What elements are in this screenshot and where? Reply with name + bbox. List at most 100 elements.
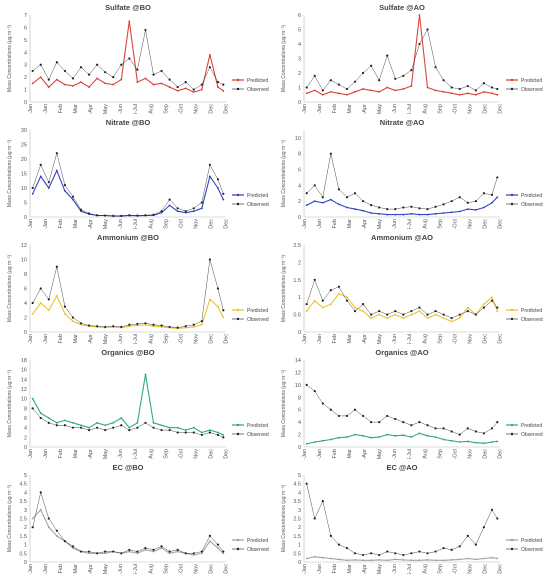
- legend-marker-observed: [236, 87, 240, 91]
- data-point-predicted: [47, 309, 50, 312]
- data-point-observed: [337, 543, 341, 546]
- data-point-observed: [434, 550, 437, 553]
- data-point-observed: [184, 431, 187, 434]
- series-line-observed: [32, 259, 224, 328]
- data-point-predicted: [39, 412, 42, 415]
- data-point-observed: [222, 83, 225, 86]
- data-point-observed: [482, 82, 485, 85]
- y-tick-label: 1.5: [293, 534, 301, 540]
- data-point-predicted: [192, 91, 195, 93]
- data-point-observed: [442, 546, 445, 550]
- data-point-observed: [79, 550, 83, 553]
- data-point-observed: [128, 323, 131, 326]
- data-point-predicted: [418, 14, 421, 16]
- data-point-predicted: [176, 550, 179, 553]
- y-tick-label: 0: [298, 560, 301, 566]
- data-point-observed: [490, 508, 494, 511]
- data-point-observed: [402, 206, 405, 209]
- data-point-observed: [160, 545, 163, 548]
- chart-panel-organics-bo: Organics @BO Mass Concentrations (μg m⁻³)…: [4, 347, 274, 459]
- data-point-predicted: [313, 299, 316, 302]
- data-point-observed: [184, 81, 187, 84]
- legend-marker-observed: [510, 87, 514, 91]
- data-point-observed: [361, 71, 365, 75]
- data-point-predicted: [496, 440, 499, 443]
- y-axis-label: Mass Concentrations (μg m⁻³): [7, 255, 13, 323]
- legend-marker-predicted: [236, 78, 240, 82]
- data-point-observed: [47, 517, 50, 520]
- y-tick-label: 2: [298, 433, 301, 439]
- data-point-predicted: [370, 212, 373, 214]
- data-point-observed: [370, 204, 373, 207]
- data-point-predicted: [474, 558, 477, 561]
- data-point-observed: [208, 534, 211, 537]
- data-point-observed: [31, 407, 34, 410]
- data-point-observed: [329, 408, 332, 411]
- x-tick-label: 21-May: [103, 449, 109, 459]
- y-axis-label: Mass Concentrations (μg m⁻³): [281, 370, 287, 438]
- data-point-predicted: [458, 93, 461, 96]
- x-tick-label: 3-Dec: [482, 219, 488, 229]
- data-point-predicted: [329, 90, 332, 93]
- data-point-observed: [386, 313, 389, 316]
- x-tick-label: 8-Oct: [178, 449, 184, 459]
- data-point-predicted: [434, 559, 437, 562]
- legend-label-predicted: Predicted: [521, 78, 542, 84]
- data-point-observed: [184, 210, 187, 213]
- data-point-observed: [128, 57, 131, 60]
- data-point-predicted: [346, 93, 348, 96]
- x-tick-label: 31-Dec: [223, 564, 229, 574]
- data-point-predicted: [386, 317, 389, 319]
- x-tick-label: 18-Jun: [392, 334, 398, 344]
- data-point-predicted: [410, 436, 413, 438]
- data-point-predicted: [466, 440, 469, 443]
- x-tick-label: 3-Dec: [208, 334, 214, 344]
- x-tick-label: 18-Jun: [118, 334, 124, 344]
- data-point-predicted: [442, 559, 445, 562]
- data-point-observed: [144, 421, 147, 424]
- y-tick-label: 3: [298, 508, 301, 514]
- data-point-predicted: [144, 373, 147, 376]
- series-line-predicted: [306, 196, 498, 216]
- data-point-observed: [222, 550, 225, 553]
- x-tick-label: 21-May: [377, 219, 383, 229]
- data-point-observed: [434, 310, 437, 313]
- x-tick-label: 21-May: [377, 449, 383, 459]
- data-point-observed: [410, 205, 413, 208]
- x-tick-label: 23-Apr: [362, 564, 368, 574]
- y-tick-label: 4: [24, 301, 27, 307]
- y-axis-label: Mass Concentrations (μg m⁻³): [7, 485, 13, 553]
- data-point-predicted: [192, 426, 195, 429]
- chart-svg: EC @BO Mass Concentrations (μg m⁻³) 0 0.5 1 1…: [7, 463, 269, 574]
- data-point-observed: [353, 80, 357, 83]
- data-point-observed: [136, 426, 139, 429]
- data-point-observed: [442, 79, 445, 82]
- data-point-predicted: [217, 305, 219, 308]
- data-point-observed: [490, 427, 494, 430]
- data-point-predicted: [394, 434, 397, 437]
- data-point-observed: [458, 87, 461, 91]
- data-point-predicted: [128, 550, 131, 553]
- data-point-predicted: [378, 90, 381, 93]
- data-point-observed: [450, 430, 453, 433]
- data-point-predicted: [442, 90, 445, 93]
- x-tick-label: 23-Apr: [362, 334, 368, 344]
- y-tick-label: 10: [295, 383, 301, 389]
- data-point-predicted: [410, 212, 413, 215]
- data-point-observed: [361, 303, 365, 306]
- y-tick-label: 0: [298, 330, 301, 336]
- data-point-observed: [71, 545, 75, 548]
- y-tick-label: 12: [21, 243, 27, 249]
- x-tick-label: 26-Mar: [347, 219, 353, 229]
- data-point-predicted: [305, 442, 308, 445]
- x-tick-label: 26-Feb: [58, 449, 64, 459]
- data-point-observed: [490, 193, 494, 196]
- data-point-observed: [222, 192, 225, 195]
- data-point-predicted: [426, 213, 429, 216]
- series-line-predicted: [32, 508, 224, 556]
- data-point-predicted: [394, 89, 397, 92]
- data-point-observed: [402, 421, 405, 424]
- legend-marker-observed: [510, 202, 514, 206]
- data-point-observed: [55, 61, 58, 64]
